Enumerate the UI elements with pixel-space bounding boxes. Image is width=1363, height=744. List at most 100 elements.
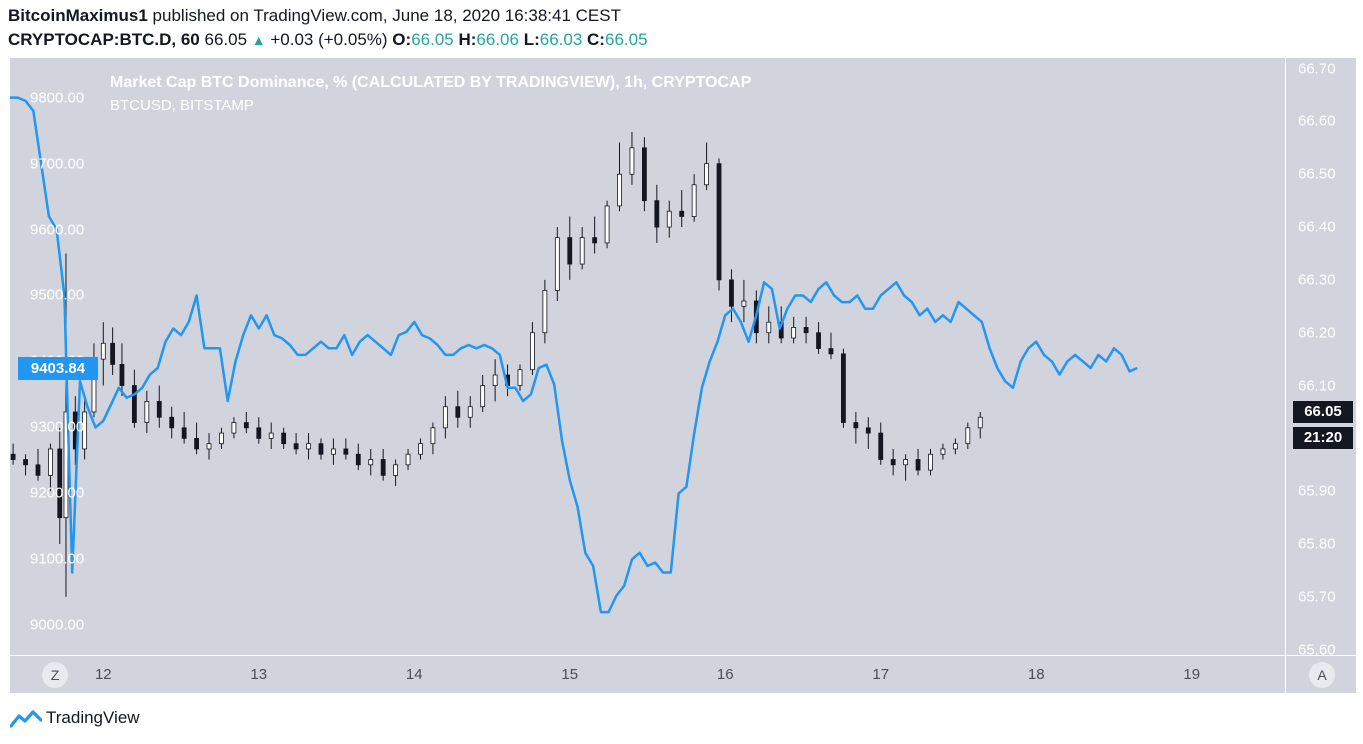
dominance-candle [691, 174, 697, 222]
dominance-candle [952, 438, 958, 455]
dominance-candle [331, 438, 336, 465]
dominance-candle [977, 411, 983, 439]
author-name[interactable]: BitcoinMaximus1 [8, 6, 148, 25]
dominance-candle [442, 396, 448, 439]
close-label: C: [587, 30, 605, 49]
last-price: 66.05 [204, 30, 248, 49]
left-axis-tick: 9100.00 [30, 550, 85, 568]
dominance-candle [928, 448, 933, 476]
symbol-info: CRYPTOCAP:BTC.D, 60 66.05 ▲ +0.03 (+0.05… [8, 30, 648, 50]
dominance-candle [380, 448, 386, 481]
high-label: H: [458, 30, 477, 49]
legend-dominance[interactable]: Market Cap BTC Dominance, % (CALCULATED … [110, 74, 752, 91]
bar-countdown-tag: 21:20 [1293, 427, 1353, 449]
axis-divider-horizontal [10, 655, 1356, 656]
time-axis-tick: 12 [94, 666, 112, 683]
dominance-candle [517, 364, 523, 391]
dominance-candle [156, 385, 162, 428]
time-axis-tick: 15 [561, 666, 579, 683]
right-axis-tick: 65.90 [1298, 482, 1336, 500]
dominance-candle [57, 427, 63, 545]
dominance-candle [418, 438, 423, 460]
dominance-candle [803, 316, 809, 344]
right-axis-tick: 65.60 [1298, 641, 1336, 659]
dominance-candle [100, 322, 106, 386]
time-axis-tick: 19 [1183, 666, 1201, 683]
left-axis-tick: 9600.00 [30, 221, 85, 238]
left-axis-tick: 9200.00 [30, 484, 85, 502]
left-axis-tick: 9500.00 [30, 286, 85, 304]
dominance-candle [741, 279, 747, 323]
auto-scale-button[interactable]: A [1309, 662, 1335, 688]
dominance-candle [629, 131, 635, 185]
dominance-candle [23, 454, 28, 476]
right-axis-tick: 66.40 [1298, 218, 1336, 236]
dominance-candle [878, 422, 884, 465]
dominance-candle [219, 427, 224, 449]
time-axis-tick: 14 [405, 666, 423, 683]
high-value: 66.06 [476, 30, 519, 49]
dominance-candle [903, 454, 909, 481]
dominance-candle [729, 269, 734, 323]
tradingview-brand[interactable]: TradingView [9, 708, 140, 729]
dominance-candle [841, 348, 846, 428]
up-arrow-icon: ▲ [251, 32, 266, 48]
time-axis-tick: 18 [1027, 666, 1045, 683]
time-axis-tick: 17 [872, 666, 890, 683]
dominance-candle [679, 190, 685, 228]
right-price-axis[interactable] [1286, 58, 1356, 655]
dominance-candle [368, 448, 374, 476]
dominance-candle [281, 427, 287, 449]
dominance-candle [131, 369, 137, 428]
dominance-candle [853, 411, 859, 444]
dominance-candle [915, 448, 921, 476]
right-axis-tick: 66.50 [1298, 165, 1336, 183]
low-label: L: [523, 30, 540, 49]
dominance-candle [82, 396, 88, 460]
dominance-candle [231, 417, 237, 439]
dominance-candle [256, 417, 262, 444]
left-axis-tick: 9000.00 [30, 616, 85, 634]
time-axis[interactable] [10, 656, 1286, 693]
tradingview-logo-icon [9, 709, 43, 728]
dominance-candle [654, 184, 660, 243]
dominance-candle [791, 316, 797, 344]
dominance-candle [554, 227, 560, 302]
low-value: 66.03 [539, 30, 583, 49]
dominance-candle [169, 406, 175, 439]
dominance-candle [965, 422, 971, 449]
left-axis-tick: 9300.00 [30, 418, 85, 436]
right-axis-tick: 65.80 [1298, 535, 1336, 553]
dominance-candle [828, 332, 834, 360]
dominance-candle [530, 322, 535, 375]
dominance-candle [343, 438, 349, 460]
right-axis-tick: 66.10 [1298, 377, 1336, 395]
dominance-last-price-tag: 66.05 [1293, 401, 1353, 423]
zoom-reset-button[interactable]: Z [42, 662, 68, 688]
dominance-candle [704, 142, 709, 191]
axis-divider-vertical [1285, 58, 1286, 693]
symbol-name[interactable]: CRYPTOCAP:BTC.D, 60 [8, 30, 200, 49]
dominance-candle [393, 459, 399, 486]
dominance-candle [890, 448, 896, 476]
right-axis-tick: 66.60 [1298, 112, 1336, 130]
dominance-candle [542, 279, 548, 344]
dominance-candle [716, 158, 722, 291]
dominance-candle [268, 422, 274, 449]
dominance-candle [243, 411, 249, 434]
dominance-candle [181, 411, 187, 444]
published-text: published on TradingView.com, June 18, 2… [152, 6, 621, 25]
btcusd-last-price-tag: 9403.84 [18, 357, 98, 380]
dominance-candle [430, 422, 436, 455]
dominance-candle [48, 443, 53, 492]
left-axis-tick: 9800.00 [30, 89, 85, 107]
dominance-candle [144, 390, 150, 434]
time-axis-tick: 16 [716, 666, 734, 683]
right-axis-tick: 66.70 [1298, 60, 1336, 78]
close-value: 66.05 [604, 30, 648, 49]
left-axis-tick: 9700.00 [30, 155, 85, 173]
legend-btcusd[interactable]: BTCUSD, BITSTAMP [110, 97, 254, 114]
open-label: O: [392, 30, 412, 49]
dominance-candle [865, 417, 871, 449]
dominance-candle [293, 433, 299, 455]
